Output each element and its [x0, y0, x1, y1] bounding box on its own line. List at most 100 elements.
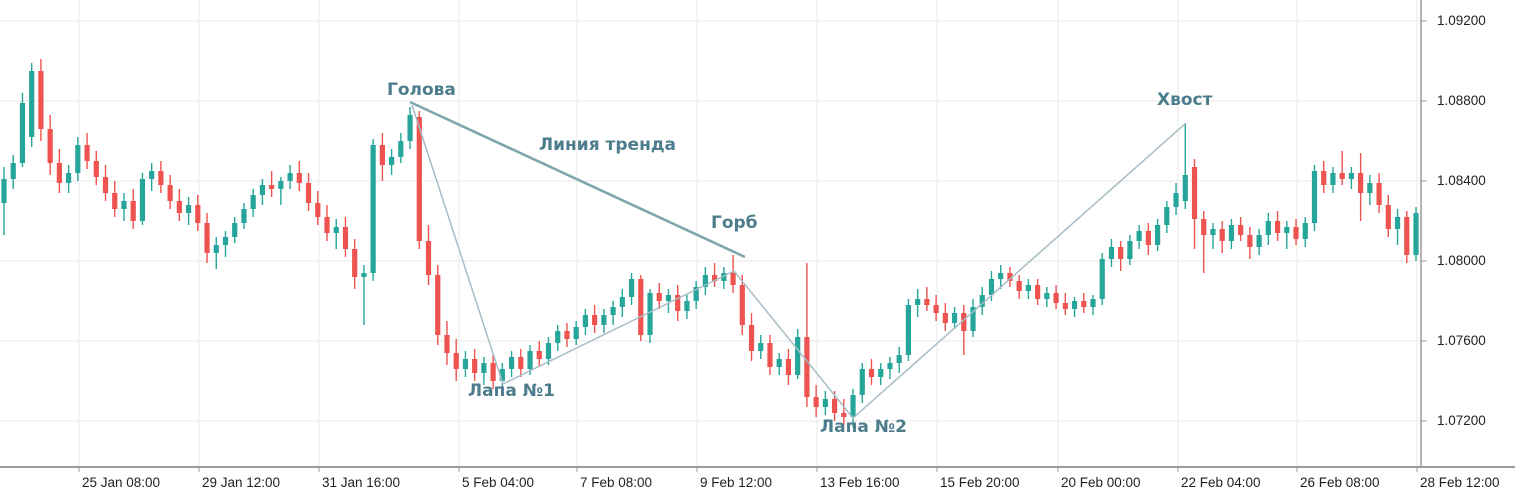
- trend-line: [409, 100, 746, 259]
- candle-body: [822, 399, 828, 407]
- candle-body: [1228, 225, 1235, 241]
- candle-body: [389, 157, 395, 165]
- candle-body: [1071, 301, 1078, 309]
- annotation-hump: Горб: [711, 213, 758, 233]
- candle-body: [1321, 171, 1327, 185]
- annotation-paw-2: Лапа №2: [820, 417, 908, 437]
- candle-body: [499, 369, 505, 381]
- candle-body: [508, 357, 515, 369]
- candle-body: [1274, 221, 1281, 233]
- candle-body: [601, 315, 607, 325]
- candle-body: [1154, 225, 1161, 245]
- candle-body: [130, 201, 136, 221]
- candle-body: [1284, 227, 1290, 233]
- candle-body: [998, 273, 1004, 279]
- candle-body: [453, 353, 459, 369]
- candle-body: [19, 103, 26, 163]
- candle-body: [352, 249, 358, 277]
- candle-body: [905, 305, 912, 355]
- candle-body: [1, 179, 7, 203]
- candle-body: [518, 357, 524, 369]
- candle-body: [887, 363, 893, 369]
- candle-body: [1330, 173, 1336, 185]
- candle-body: [435, 275, 441, 335]
- x-axis-label: 26 Feb 08:00: [1300, 475, 1380, 490]
- candle-body: [730, 273, 736, 285]
- candle-body: [1394, 217, 1401, 229]
- candle-body: [684, 301, 690, 311]
- candle-body: [398, 141, 404, 157]
- x-axis-label: 29 Jan 12:00: [202, 475, 281, 490]
- candle-body: [361, 273, 367, 277]
- x-axis-label: 9 Feb 12:00: [700, 475, 773, 490]
- candle-body: [693, 287, 699, 301]
- candle-body: [481, 363, 487, 373]
- candle-body: [610, 307, 616, 315]
- candle-body: [545, 343, 552, 359]
- candle-body: [1025, 285, 1031, 291]
- x-axis-label: 31 Jan 16:00: [322, 475, 401, 490]
- candle-body: [379, 145, 385, 165]
- candle-body: [555, 331, 561, 343]
- candle-body: [1210, 229, 1216, 235]
- candle-body: [1219, 229, 1225, 241]
- x-axis-label: 5 Feb 04:00: [462, 475, 535, 490]
- candle-body: [241, 209, 247, 223]
- x-axis-label: 13 Feb 16:00: [820, 475, 900, 490]
- candle-body: [785, 359, 792, 375]
- candle-body: [462, 359, 469, 369]
- candle-body: [628, 279, 635, 297]
- candle-body: [167, 185, 173, 201]
- candle-body: [702, 275, 708, 287]
- candle-body: [961, 313, 967, 331]
- candle-body: [675, 295, 681, 311]
- candle-body: [592, 315, 598, 325]
- candle-body: [582, 315, 589, 327]
- dragon-zigzag-line: [411, 104, 1187, 420]
- y-axis-label: 1.08400: [1437, 173, 1486, 188]
- candle-body: [970, 307, 976, 331]
- candle-body: [1127, 241, 1133, 259]
- y-axis-label: 1.08800: [1437, 93, 1486, 108]
- candle-body: [536, 351, 542, 359]
- annotation-tail: Хвост: [1157, 90, 1213, 110]
- candle-body: [1191, 167, 1198, 219]
- candle-body: [195, 205, 201, 223]
- candle-body: [721, 273, 727, 281]
- candle-body: [868, 369, 875, 377]
- candle-body: [10, 163, 16, 179]
- y-axis-label: 1.07600: [1437, 333, 1486, 348]
- candle-body: [850, 395, 856, 417]
- candle-body: [1081, 301, 1087, 307]
- candle-body: [1090, 299, 1096, 307]
- candle-body: [1007, 273, 1013, 281]
- candle-body: [776, 359, 782, 367]
- candle-body: [121, 201, 127, 209]
- candle-body: [795, 337, 801, 375]
- candle-body: [204, 223, 210, 253]
- candle-body: [859, 369, 865, 395]
- candle-body: [1099, 259, 1105, 299]
- candle-body: [1413, 213, 1419, 255]
- candle-body: [527, 351, 533, 369]
- x-axis-label: 22 Feb 04:00: [1181, 475, 1261, 490]
- candle-body: [222, 237, 229, 245]
- y-axis-label: 1.09200: [1437, 13, 1486, 28]
- candle-body: [1182, 175, 1188, 201]
- annotation-head: Голова: [387, 80, 456, 100]
- candle-body: [296, 173, 302, 183]
- candle-body: [564, 331, 570, 339]
- candle-body: [896, 355, 902, 363]
- candle-body: [1247, 235, 1253, 247]
- candle-body: [324, 217, 330, 233]
- candle-body: [269, 185, 275, 189]
- candle-body: [1062, 303, 1068, 309]
- annotation-trend-line: Линия тренда: [539, 135, 677, 155]
- candle-body: [425, 241, 432, 275]
- candle-body: [933, 305, 939, 313]
- candle-body: [1164, 207, 1170, 225]
- candle-body: [988, 279, 995, 295]
- candle-body: [1256, 235, 1262, 247]
- candle-body: [1265, 221, 1271, 235]
